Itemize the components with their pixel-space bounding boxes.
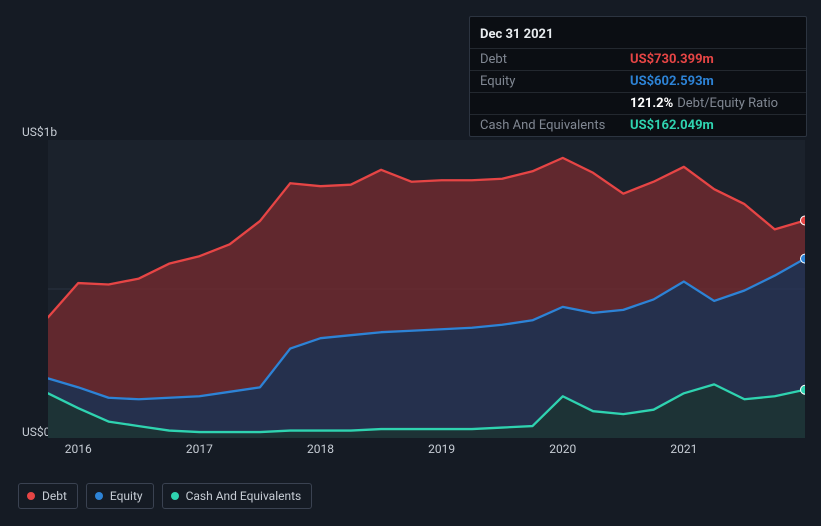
tooltip-label: Equity <box>480 74 630 89</box>
legend-dot-icon <box>171 492 179 500</box>
tooltip-row-ratio: 121.2%Debt/Equity Ratio <box>470 92 806 114</box>
tooltip-value: US$162.049m <box>630 118 714 133</box>
tooltip-label: Cash And Equivalents <box>480 118 630 133</box>
tooltip-ratio: 121.2%Debt/Equity Ratio <box>630 96 778 111</box>
y-axis-label: US$0 <box>22 425 50 439</box>
y-axis-label: US$1b <box>22 125 57 139</box>
legend-dot-icon <box>27 492 35 500</box>
chart-container: Dec 31 2021 Debt US$730.399m Equity US$6… <box>0 0 821 526</box>
hover-tooltip: Dec 31 2021 Debt US$730.399m Equity US$6… <box>469 16 807 137</box>
x-axis-label: 2018 <box>307 442 334 456</box>
legend-label: Equity <box>110 489 143 503</box>
legend-item-cash[interactable]: Cash And Equivalents <box>162 483 313 509</box>
legend-item-equity[interactable]: Equity <box>86 483 154 509</box>
legend-item-debt[interactable]: Debt <box>18 483 78 509</box>
legend-label: Cash And Equivalents <box>186 489 302 503</box>
tooltip-row-equity: Equity US$602.593m <box>470 70 806 92</box>
chart-plot-area[interactable] <box>48 140 805 438</box>
tooltip-row-cash: Cash And Equivalents US$162.049m <box>470 114 806 136</box>
x-axis-label: 2020 <box>549 442 576 456</box>
chart-legend: Debt Equity Cash And Equivalents <box>18 483 312 509</box>
legend-label: Debt <box>42 489 67 503</box>
x-axis-label: 2016 <box>65 442 92 456</box>
legend-dot-icon <box>95 492 103 500</box>
tooltip-value: US$602.593m <box>630 74 714 89</box>
x-axis: 2016 2017 2018 2019 2020 2021 <box>48 442 805 462</box>
x-axis-label: 2021 <box>670 442 697 456</box>
tooltip-label <box>480 96 630 111</box>
tooltip-row-debt: Debt US$730.399m <box>470 48 806 70</box>
tooltip-value: US$730.399m <box>630 52 714 67</box>
tooltip-date: Dec 31 2021 <box>470 23 806 48</box>
tooltip-label: Debt <box>480 52 630 67</box>
x-axis-label: 2019 <box>428 442 455 456</box>
x-axis-label: 2017 <box>186 442 213 456</box>
